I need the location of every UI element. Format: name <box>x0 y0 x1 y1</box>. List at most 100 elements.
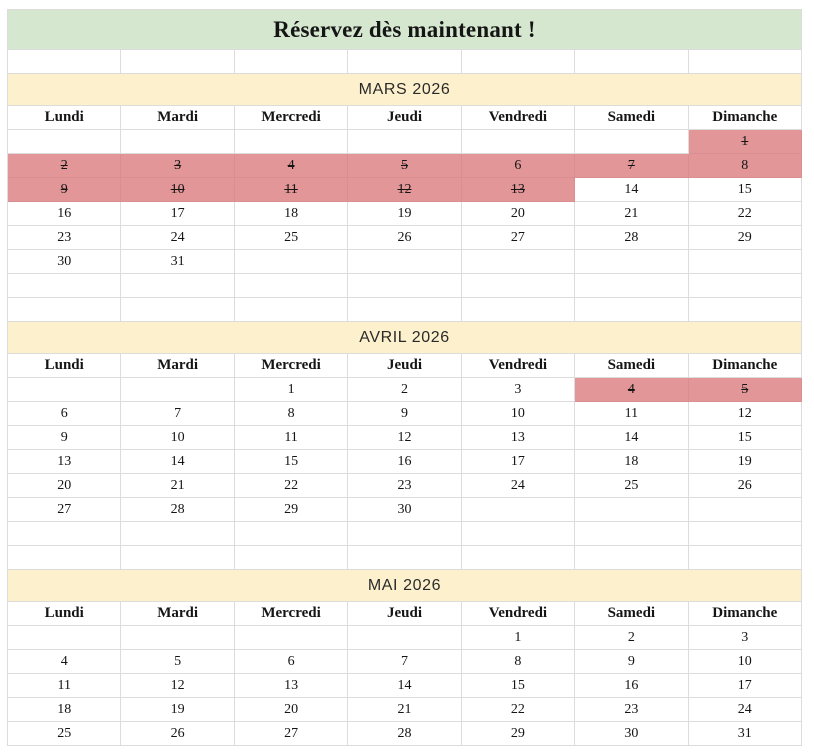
empty-cell[interactable] <box>8 626 122 650</box>
date-cell-mai-11[interactable]: 11 <box>8 674 122 698</box>
empty-cell[interactable] <box>461 50 576 74</box>
empty-cell[interactable] <box>461 298 576 322</box>
empty-cell[interactable] <box>688 498 802 522</box>
date-cell-avril-27[interactable]: 27 <box>8 498 122 522</box>
empty-cell[interactable] <box>461 498 576 522</box>
date-cell-avril-30[interactable]: 30 <box>348 498 462 522</box>
date-cell-mai-21[interactable]: 21 <box>348 698 462 722</box>
date-cell-avril-20[interactable]: 20 <box>8 474 122 498</box>
date-cell-avril-29[interactable]: 29 <box>234 498 349 522</box>
date-cell-mars-9[interactable]: 9 <box>8 178 122 202</box>
date-cell-mars-23[interactable]: 23 <box>8 226 122 250</box>
date-cell-mars-28[interactable]: 28 <box>575 226 689 250</box>
date-cell-mars-25[interactable]: 25 <box>234 226 349 250</box>
date-cell-mai-9[interactable]: 9 <box>575 650 689 674</box>
date-cell-mai-28[interactable]: 28 <box>348 722 462 746</box>
empty-cell[interactable] <box>8 378 122 402</box>
date-cell-mai-14[interactable]: 14 <box>348 674 462 698</box>
date-cell-avril-14[interactable]: 14 <box>121 450 235 474</box>
date-cell-mars-10[interactable]: 10 <box>121 178 235 202</box>
date-cell-mai-7[interactable]: 7 <box>348 650 462 674</box>
empty-cell[interactable] <box>8 274 122 298</box>
empty-cell[interactable] <box>121 522 235 546</box>
empty-cell[interactable] <box>688 522 802 546</box>
date-cell-mars-21[interactable]: 21 <box>575 202 689 226</box>
date-cell-avril-2[interactable]: 2 <box>348 378 462 402</box>
date-cell-avril-15[interactable]: 15 <box>688 426 802 450</box>
empty-cell[interactable] <box>461 130 576 154</box>
date-cell-avril-4[interactable]: 4 <box>575 378 689 402</box>
date-cell-mai-10[interactable]: 10 <box>688 650 802 674</box>
date-cell-mai-15[interactable]: 15 <box>461 674 576 698</box>
empty-cell[interactable] <box>8 130 122 154</box>
date-cell-mars-30[interactable]: 30 <box>8 250 122 274</box>
date-cell-avril-21[interactable]: 21 <box>121 474 235 498</box>
date-cell-mars-15[interactable]: 15 <box>688 178 802 202</box>
date-cell-avril-13[interactable]: 13 <box>461 426 576 450</box>
empty-cell[interactable] <box>575 522 689 546</box>
empty-cell[interactable] <box>234 130 349 154</box>
empty-cell[interactable] <box>688 546 802 570</box>
date-cell-mars-13[interactable]: 13 <box>461 178 576 202</box>
date-cell-mai-20[interactable]: 20 <box>234 698 349 722</box>
empty-cell[interactable] <box>575 130 689 154</box>
date-cell-avril-6[interactable]: 6 <box>8 402 122 426</box>
date-cell-mars-31[interactable]: 31 <box>121 250 235 274</box>
date-cell-avril-10[interactable]: 10 <box>461 402 576 426</box>
empty-cell[interactable] <box>688 50 802 74</box>
date-cell-mars-19[interactable]: 19 <box>348 202 462 226</box>
empty-cell[interactable] <box>348 250 462 274</box>
empty-cell[interactable] <box>121 298 235 322</box>
empty-cell[interactable] <box>348 50 462 74</box>
date-cell-mars-7[interactable]: 7 <box>575 154 689 178</box>
date-cell-mars-6[interactable]: 6 <box>461 154 576 178</box>
date-cell-avril-22[interactable]: 22 <box>234 474 349 498</box>
date-cell-mars-27[interactable]: 27 <box>461 226 576 250</box>
date-cell-avril-8[interactable]: 8 <box>234 402 349 426</box>
empty-cell[interactable] <box>234 50 349 74</box>
empty-cell[interactable] <box>348 522 462 546</box>
empty-cell[interactable] <box>461 274 576 298</box>
empty-cell[interactable] <box>121 378 235 402</box>
date-cell-avril-19[interactable]: 19 <box>688 450 802 474</box>
empty-cell[interactable] <box>121 274 235 298</box>
date-cell-mars-22[interactable]: 22 <box>688 202 802 226</box>
date-cell-avril-9[interactable]: 9 <box>348 402 462 426</box>
empty-cell[interactable] <box>8 298 122 322</box>
empty-cell[interactable] <box>688 274 802 298</box>
date-cell-mai-4[interactable]: 4 <box>8 650 122 674</box>
date-cell-mai-3[interactable]: 3 <box>688 626 802 650</box>
date-cell-mai-12[interactable]: 12 <box>121 674 235 698</box>
empty-cell[interactable] <box>461 522 576 546</box>
date-cell-avril-28[interactable]: 28 <box>121 498 235 522</box>
empty-cell[interactable] <box>8 546 122 570</box>
date-cell-avril-24[interactable]: 24 <box>461 474 576 498</box>
date-cell-mai-17[interactable]: 17 <box>688 674 802 698</box>
date-cell-mars-17[interactable]: 17 <box>121 202 235 226</box>
date-cell-avril-26[interactable]: 26 <box>688 474 802 498</box>
date-cell-mars-14[interactable]: 14 <box>575 178 689 202</box>
empty-cell[interactable] <box>575 498 689 522</box>
date-cell-mars-20[interactable]: 20 <box>461 202 576 226</box>
date-cell-mai-22[interactable]: 22 <box>461 698 576 722</box>
date-cell-avril-1[interactable]: 1 <box>234 378 349 402</box>
date-cell-mai-1[interactable]: 1 <box>461 626 576 650</box>
date-cell-mai-16[interactable]: 16 <box>575 674 689 698</box>
date-cell-avril-9[interactable]: 9 <box>8 426 122 450</box>
empty-cell[interactable] <box>575 250 689 274</box>
date-cell-mai-5[interactable]: 5 <box>121 650 235 674</box>
empty-cell[interactable] <box>121 50 235 74</box>
date-cell-mars-3[interactable]: 3 <box>121 154 235 178</box>
empty-cell[interactable] <box>8 50 122 74</box>
date-cell-mai-25[interactable]: 25 <box>8 722 122 746</box>
date-cell-mai-29[interactable]: 29 <box>461 722 576 746</box>
date-cell-mai-8[interactable]: 8 <box>461 650 576 674</box>
date-cell-mai-26[interactable]: 26 <box>121 722 235 746</box>
date-cell-mai-19[interactable]: 19 <box>121 698 235 722</box>
date-cell-mars-1[interactable]: 1 <box>688 130 802 154</box>
date-cell-mai-31[interactable]: 31 <box>688 722 802 746</box>
date-cell-avril-7[interactable]: 7 <box>121 402 235 426</box>
date-cell-mars-8[interactable]: 8 <box>688 154 802 178</box>
empty-cell[interactable] <box>575 546 689 570</box>
date-cell-mars-5[interactable]: 5 <box>348 154 462 178</box>
